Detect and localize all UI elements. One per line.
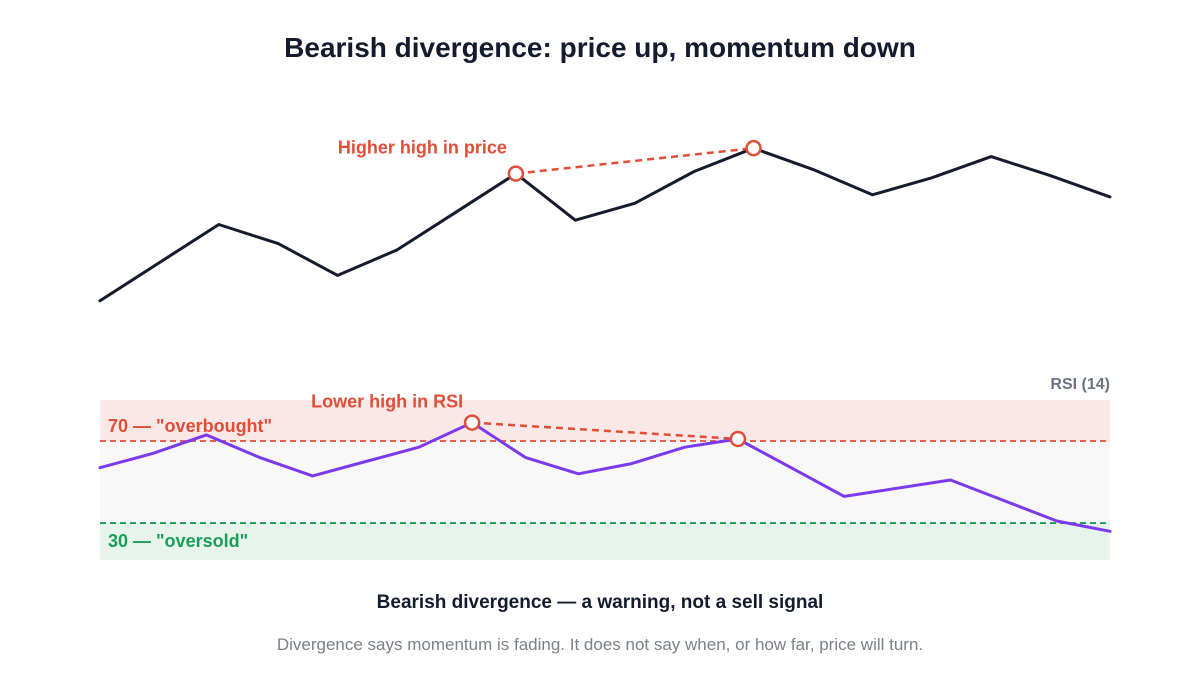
oversold-zone xyxy=(100,523,1110,560)
rsi-high-marker xyxy=(463,414,481,431)
rsi-divergence-line xyxy=(472,421,738,441)
chart-title: Bearish divergence: price up, momentum d… xyxy=(284,32,916,63)
rsi-high-marker xyxy=(729,430,747,448)
price-panel: Higher high in price xyxy=(98,138,1112,303)
overbought-label: 70 — "overbought" xyxy=(108,416,272,436)
rsi-annotation-label: Lower high in RSI xyxy=(311,392,463,412)
price-annotation-label: Higher high in price xyxy=(338,138,507,158)
rsi-panel: 70 — "overbought" 30 — "oversold" RSI (14)… xyxy=(98,376,1112,560)
rsi-line xyxy=(98,421,1112,533)
rsi-panel-label: RSI (14) xyxy=(1050,376,1110,393)
price-high-marker xyxy=(745,139,762,157)
oversold-label: 30 — "oversold" xyxy=(108,531,248,551)
overbought-zone xyxy=(100,400,1110,442)
price-divergence-line xyxy=(515,146,754,175)
footer-note: Divergence says momentum is fading. It d… xyxy=(277,635,923,654)
price-line xyxy=(98,146,1112,303)
footer-headline: Bearish divergence — a warning, not a se… xyxy=(377,592,824,613)
price-high-marker xyxy=(507,165,525,182)
